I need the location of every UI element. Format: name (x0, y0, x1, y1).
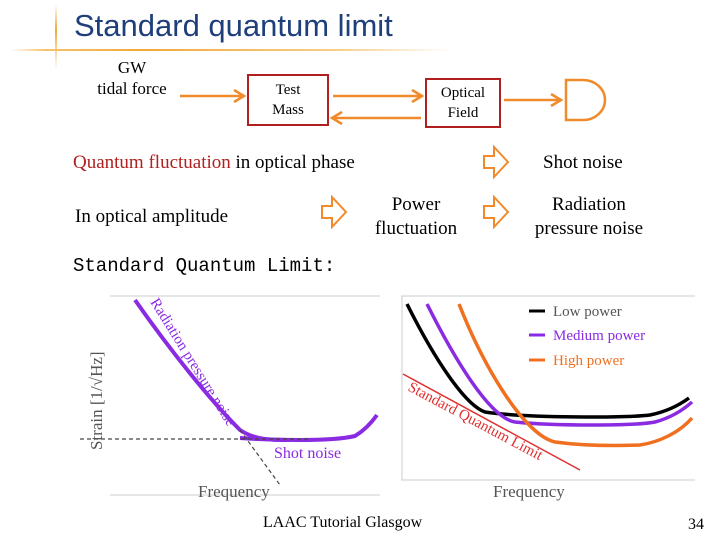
gw-to-mass-arrow (180, 88, 247, 104)
radiation-pressure-annotation: Radiation pressure noise (147, 296, 239, 430)
test-mass-line1: Test (275, 82, 301, 98)
phase-statement: Quantum fluctuation in optical phase (73, 152, 355, 174)
slide-title: Standard quantum limit (74, 8, 393, 43)
phase-highlight: Quantum fluctuation (73, 152, 231, 173)
radiation-pressure-label: Radiation pressure noise (514, 193, 664, 241)
rad-pressure-line2: pressure noise (534, 218, 644, 239)
high-power-curve (457, 303, 694, 448)
left-noise-chart: Strain [1/√Hz] Radiation pressure noise … (80, 295, 380, 501)
power-fluct-line1: Power (391, 194, 441, 215)
right-xlabel: Frequency (493, 482, 565, 501)
field-to-detector-arrow (504, 92, 564, 108)
rad-pressure-line1: Radiation (552, 194, 626, 215)
low-power-curve (405, 303, 691, 419)
legend-high-label: High power (553, 353, 624, 369)
gw-tidal-force-label: GW tidal force (82, 57, 182, 99)
sql-heading: Standard Quantum Limit: (73, 255, 336, 277)
rp-extrapolation-dash (239, 429, 281, 486)
photodetector-icon (564, 78, 607, 122)
shot-noise-label: Shot noise (543, 152, 623, 173)
power-fluctuation-label: Power fluctuation (355, 193, 477, 241)
power-fluct-block-arrow (321, 194, 348, 230)
gw-label-line1: GW (117, 58, 147, 77)
optical-field-box: Optical Field (425, 78, 501, 128)
test-mass-line2: Mass (272, 102, 304, 118)
title-accent-line (10, 49, 450, 51)
legend-low-label: Low power (553, 304, 622, 320)
phase-rest: in optical phase (230, 152, 355, 173)
optical-field-line2: Field (447, 105, 479, 121)
footer-text: LAAC Tutorial Glasgow (263, 514, 423, 531)
optical-field-line1: Optical (440, 85, 486, 101)
power-fluct-line2: fluctuation (374, 218, 458, 239)
legend-medium-label: Medium power (553, 328, 645, 344)
shot-noise-curve (239, 413, 379, 442)
title-accent-vertical (55, 4, 57, 70)
medium-power-curve (425, 303, 694, 427)
mass-to-field-arrow (333, 88, 425, 104)
right-noise-chart: Low power Medium power High power Standa… (401, 295, 695, 501)
page-number: 34 (688, 516, 704, 533)
shot-noise-annotation: Shot noise (274, 445, 341, 462)
rad-pressure-block-arrow (483, 194, 510, 230)
gw-label-line2: tidal force (97, 79, 167, 98)
left-ylabel: Strain [1/√Hz] (87, 351, 106, 450)
field-to-mass-arrow (329, 110, 421, 126)
sql-line (402, 373, 581, 471)
test-mass-box: Test Mass (247, 74, 329, 126)
amplitude-statement: In optical amplitude (75, 206, 229, 227)
legend: Low power Medium power High power (529, 304, 645, 369)
left-xlabel: Frequency (198, 482, 270, 501)
shot-noise-block-arrow (483, 144, 510, 180)
